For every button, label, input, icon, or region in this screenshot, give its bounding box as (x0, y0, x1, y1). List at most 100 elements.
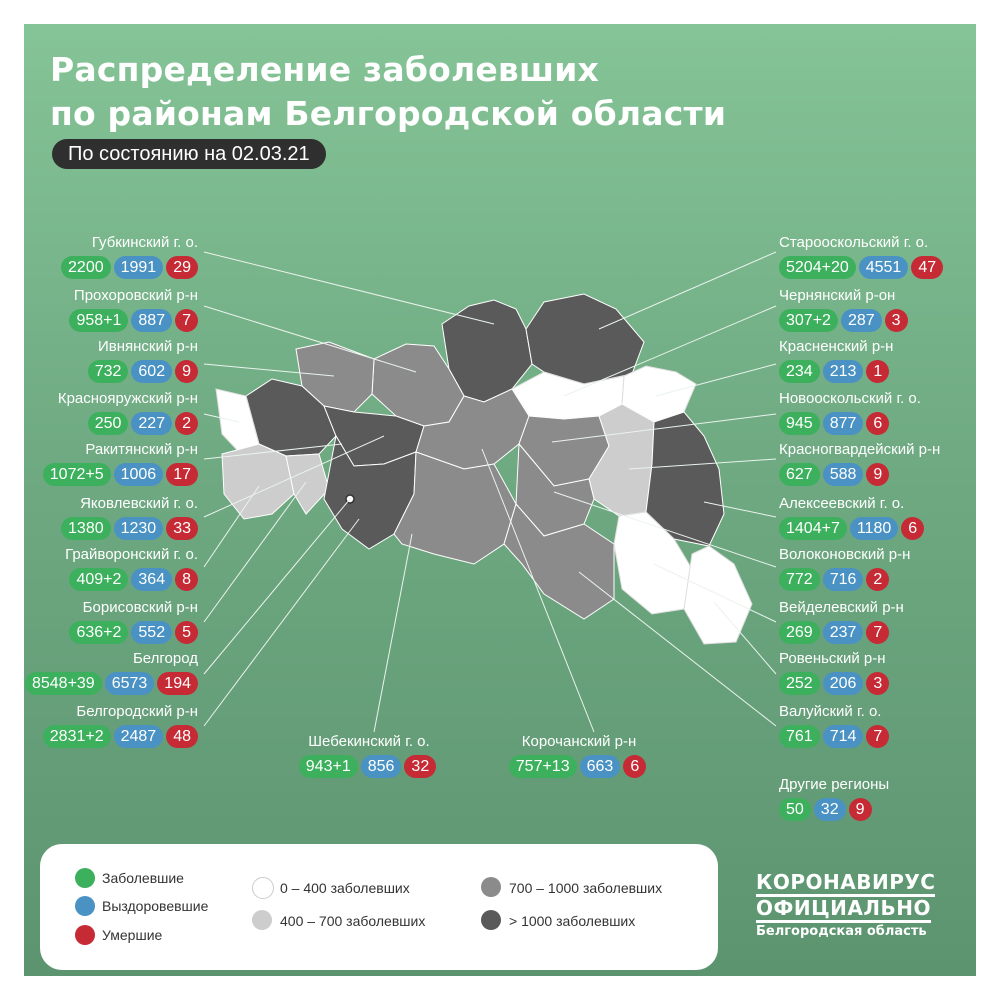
district-name: Шебекинский г. о. (308, 733, 430, 750)
confirmed-count: 2200 (61, 256, 111, 279)
deaths-count: 7 (175, 309, 198, 332)
confirmed-count: 1072+5 (42, 463, 111, 486)
leader-lines (203, 251, 777, 733)
district-name: Волоконовский р-н (779, 546, 911, 563)
district-label-gubkinsky: Губкинский г. о. 2200 1991 29 (24, 234, 198, 280)
confirmed-count: 732 (87, 360, 129, 383)
deaths-count: 47 (911, 256, 944, 279)
district-name: Ракитянский р-н (85, 441, 198, 458)
deaths-count: 6 (901, 517, 925, 540)
recovered-count: 213 (822, 360, 864, 383)
district-label-borisovsky: Борисовский р-н 636+2 552 5 (24, 599, 198, 645)
logo-line-2: ОФИЦИАЛЬНО (756, 895, 935, 923)
recovered-count: 602 (131, 360, 173, 383)
region-map (203, 251, 777, 733)
district-name: Новооскольский г. о. (779, 390, 921, 407)
district-label-krasnensky: Красненский р-н 234 213 1 (779, 338, 974, 384)
district-name: Краснояружский р-н (57, 390, 198, 407)
deaths-count: 3 (884, 309, 908, 332)
legend-range1-label: 0 – 400 заболевших (280, 880, 410, 896)
legend-range1-dot (252, 877, 274, 899)
deaths-count: 7 (866, 725, 890, 748)
deaths-count: 32 (404, 755, 437, 778)
recovered-count: 1230 (113, 517, 164, 540)
deaths-count: 2 (175, 412, 198, 435)
deaths-count: 48 (166, 725, 198, 748)
confirmed-count: 943+1 (298, 755, 358, 778)
confirmed-count: 958+1 (69, 309, 129, 332)
map-district-valuysky (503, 502, 615, 620)
confirmed-count: 307+2 (779, 309, 838, 332)
district-name: Валуйский г. о. (779, 703, 882, 720)
deaths-count: 194 (157, 672, 198, 695)
deaths-count: 8 (175, 568, 198, 591)
legend-confirmed-dot (75, 868, 95, 888)
deaths-count: 9 (175, 360, 198, 383)
recovered-count: 4551 (858, 256, 909, 279)
recovered-count: 206 (822, 672, 864, 695)
logo-subtitle: Белгородская область (756, 924, 927, 939)
recovered-count: 237 (822, 621, 864, 644)
district-name: Другие регионы (779, 776, 890, 793)
district-name: Алексеевский г. о. (779, 495, 905, 512)
district-label-starooskolsky: Старооскольский г. о. 5204+20 4551 47 (779, 234, 974, 280)
district-name: Борисовский р-н (82, 599, 198, 616)
legend-deaths-label: Умершие (102, 927, 163, 943)
deaths-count: 6 (623, 755, 647, 778)
confirmed-count: 636+2 (69, 621, 129, 644)
legend-recovered-label: Выздоровевшие (102, 898, 209, 914)
deaths-count: 9 (848, 798, 872, 821)
district-name: Красненский р-н (779, 338, 894, 355)
date-badge: По состоянию на 02.03.21 (52, 139, 326, 169)
district-label-krasnogvardeysky: Красногвардейский р-н 627 588 9 (779, 441, 974, 487)
confirmed-count: 757+13 (508, 755, 577, 778)
recovered-count: 6573 (104, 672, 155, 695)
page-title-line-2: по районам Белгородской области (50, 94, 727, 133)
confirmed-count: 5204+20 (779, 256, 856, 279)
page-title-line-1: Распределение заболевших (50, 50, 600, 89)
deaths-count: 33 (166, 517, 198, 540)
recovered-count: 1006 (113, 463, 164, 486)
confirmed-count: 234 (779, 360, 820, 383)
district-name: Белгород (132, 650, 198, 667)
recovered-count: 663 (579, 755, 621, 778)
recovered-count: 552 (131, 621, 173, 644)
brand-logo: КОРОНАВИРУС ОФИЦИАЛЬНО Белгородская обла… (756, 869, 936, 941)
confirmed-count: 269 (779, 621, 820, 644)
district-label-volokonovsky: Волоконовский р-н 772 716 2 (779, 546, 974, 592)
deaths-count: 29 (166, 256, 198, 279)
confirmed-count: 2831+2 (42, 725, 111, 748)
deaths-count: 3 (866, 672, 890, 695)
district-label-other-regions: Другие регионы 50 32 9 (779, 776, 974, 822)
district-label-valuysky: Валуйский г. о. 761 714 7 (779, 703, 974, 749)
district-name: Чернянский р-он (779, 287, 896, 304)
recovered-count: 1991 (113, 256, 164, 279)
legend-recovered-dot (75, 896, 95, 916)
recovered-count: 32 (813, 798, 846, 821)
recovered-count: 714 (822, 725, 864, 748)
confirmed-count: 252 (779, 672, 820, 695)
district-label-shebekinsky: Шебекинский г. о. 943+1 856 32 (279, 733, 459, 779)
district-label-alekseevsky: Алексеевский г. о. 1404+7 1180 6 (779, 495, 974, 541)
legend-panel: Заболевшие Выздоровевшие Умершие 0 – 400… (40, 844, 718, 970)
legend-deaths-dot (75, 925, 95, 945)
legend-range2-dot (252, 910, 272, 930)
deaths-count: 7 (866, 621, 890, 644)
district-name: Яковлевский г. о. (80, 495, 198, 512)
confirmed-count: 945 (779, 412, 820, 435)
legend-range2-label: 400 – 700 заболевших (280, 913, 426, 929)
district-name: Вейделевский р-н (779, 599, 904, 616)
district-label-rovensky: Ровеньский р-н 252 206 3 (779, 650, 974, 696)
district-name: Белгородский р-н (76, 703, 198, 720)
deaths-count: 1 (866, 360, 890, 383)
logo-line-1: КОРОНАВИРУС (756, 869, 936, 897)
recovered-count: 877 (822, 412, 864, 435)
legend-range3-dot (481, 877, 501, 897)
district-label-prokhorovsky: Прохоровский р-н 958+1 887 7 (24, 287, 198, 333)
recovered-count: 227 (131, 412, 173, 435)
district-label-krasnoyaruzhsky: Краснояружский р-н 250 227 2 (24, 390, 198, 436)
district-label-korochansky: Корочанский р-н 757+13 663 6 (489, 733, 669, 779)
district-label-yakovlevsky: Яковлевский г. о. 1380 1230 33 (24, 495, 198, 541)
confirmed-count: 409+2 (69, 568, 129, 591)
district-name: Красногвардейский р-н (779, 441, 941, 458)
